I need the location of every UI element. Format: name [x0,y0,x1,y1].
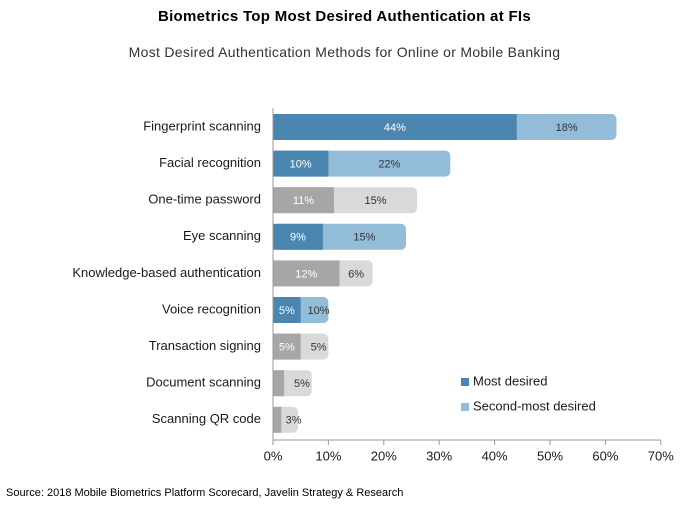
x-tick-label: 20% [371,448,397,463]
category-label: One-time password [148,192,261,207]
bar-most-desired [273,297,301,323]
x-tick-label: 30% [426,448,452,463]
bar-label-second-most-desired: 18% [556,122,578,134]
x-tick-label: 40% [482,448,508,463]
x-tick-label: 60% [592,448,618,463]
legend-label-most-desired: Most desired [473,373,547,388]
bar-most-desired [273,223,323,250]
source-note: Source: 2018 Mobile Biometrics Platform … [6,487,404,499]
bar-most-desired [273,370,285,397]
category-label: Knowledge-based authentication [72,265,261,280]
chart-subtitle: Most Desired Authentication Methods for … [128,44,561,60]
legend-swatch-second-most-desired [461,403,469,411]
bar-label-second-most-desired: 10% [308,305,330,317]
category-label: Eye scanning [183,228,261,243]
bar-label-most-desired: 12% [295,268,317,280]
bar-label-second-most-desired: 15% [353,232,375,244]
bar-most-desired [273,333,301,360]
bar-label-most-desired: 9% [290,232,306,244]
bar-label-most-desired: 5% [279,305,295,317]
legend-label-second-most-desired: Second-most desired [473,398,596,413]
category-label: Fingerprint scanning [143,118,261,133]
legend-swatch-most-desired [461,378,469,386]
bar-label-second-most-desired: 5% [311,342,327,354]
bar-label-most-desired: 5% [279,342,295,354]
bar-label-second-most-desired: 22% [378,159,400,171]
bar-label-most-desired: 44% [384,122,406,134]
x-tick-label: 0% [264,448,283,463]
bar-most-desired [273,114,517,140]
category-label: Scanning QR code [152,411,261,426]
x-tick-label: 70% [648,448,674,463]
category-label: Voice recognition [162,301,261,316]
bar-label-most-desired: 10% [290,159,312,171]
bar-most-desired [273,150,329,177]
chart-title: Biometrics Top Most Desired Authenticati… [157,8,532,25]
bar-label-second-most-desired: 5% [294,378,310,390]
bar-most-desired [273,187,334,214]
x-tick-label: 10% [315,448,341,463]
bar-most-desired [273,260,340,287]
bar-chart: Fingerprint scanning 44% 18% Facial recogni… [72,108,674,463]
category-label: Document scanning [146,375,261,390]
category-label: Transaction signing [149,338,261,353]
bar-label-second-most-desired: 15% [364,195,386,207]
bar-label-most-desired: 11% [293,195,314,207]
category-label: Facial recognition [159,155,261,170]
bar-label-second-most-desired: 3% [286,415,302,427]
bar-most-desired [273,406,282,433]
bar-label-second-most-desired: 6% [348,268,364,280]
x-tick-label: 50% [537,448,563,463]
